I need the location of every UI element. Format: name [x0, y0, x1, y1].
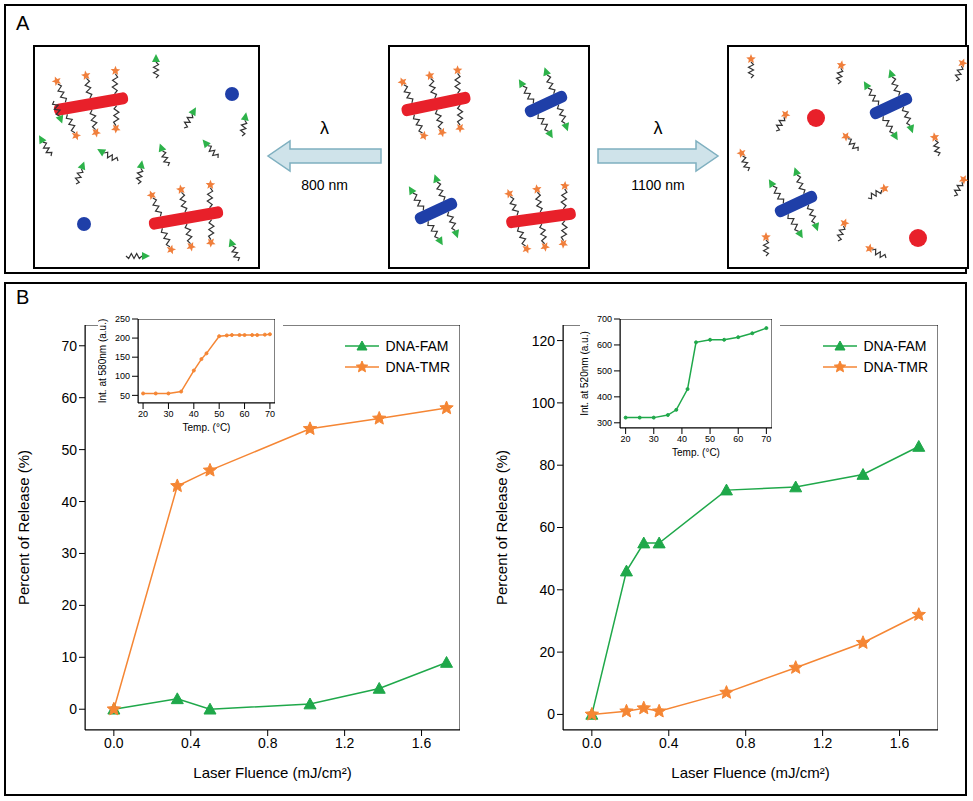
svg-text:0.4: 0.4 — [659, 735, 679, 751]
svg-text:1.6: 1.6 — [412, 735, 432, 751]
svg-text:Int. at 580nm (a.u.): Int. at 580nm (a.u.) — [98, 319, 108, 404]
svg-text:1100 nm: 1100 nm — [631, 177, 684, 193]
svg-text:20: 20 — [138, 409, 148, 419]
svg-text:60: 60 — [61, 390, 77, 406]
svg-text:50: 50 — [214, 409, 224, 419]
svg-text:700: 700 — [597, 314, 612, 324]
svg-text:Percent of Release (%): Percent of Release (%) — [493, 450, 510, 605]
svg-text:0.8: 0.8 — [736, 735, 756, 751]
svg-text:30: 30 — [61, 545, 77, 561]
svg-text:40: 40 — [539, 582, 555, 598]
svg-text:100: 100 — [115, 371, 130, 381]
svg-text:λ: λ — [654, 118, 663, 138]
svg-text:200: 200 — [115, 333, 130, 343]
svg-text:400: 400 — [597, 392, 612, 402]
svg-text:10: 10 — [61, 649, 77, 665]
svg-text:50: 50 — [705, 434, 715, 444]
svg-text:250: 250 — [115, 314, 130, 324]
svg-text:1.2: 1.2 — [813, 735, 833, 751]
svg-text:0.0: 0.0 — [104, 735, 124, 751]
svg-text:50: 50 — [61, 442, 77, 458]
svg-text:Int. at 520nm (a.u.): Int. at 520nm (a.u.) — [580, 331, 590, 416]
svg-text:Percent of Release (%): Percent of Release (%) — [15, 450, 32, 605]
html-text:DNA-FAM: DNA-FAM — [863, 337, 927, 354]
svg-text:800 nm: 800 nm — [301, 177, 348, 193]
html-text:DNA-TMR: DNA-TMR — [863, 358, 928, 375]
svg-text:30: 30 — [163, 409, 173, 419]
svg-text:1.2: 1.2 — [335, 735, 355, 751]
svg-text:0.0: 0.0 — [582, 735, 602, 751]
svg-text:20: 20 — [621, 434, 631, 444]
svg-text:20: 20 — [539, 644, 555, 660]
svg-text:70: 70 — [265, 409, 275, 419]
svg-text:60: 60 — [240, 409, 250, 419]
svg-text:70: 70 — [61, 338, 77, 354]
svg-text:80: 80 — [539, 457, 555, 473]
svg-text:A: A — [16, 12, 30, 34]
svg-text:50: 50 — [120, 391, 130, 401]
svg-text:40: 40 — [677, 434, 687, 444]
svg-text:60: 60 — [733, 434, 743, 444]
svg-text:Temp. (°C): Temp. (°C) — [672, 447, 720, 458]
html-text:DNA-FAM: DNA-FAM — [385, 337, 449, 354]
svg-text:70: 70 — [761, 434, 771, 444]
svg-text:Temp. (°C): Temp. (°C) — [183, 422, 231, 433]
svg-text:40: 40 — [61, 494, 77, 510]
svg-text:0: 0 — [69, 701, 77, 717]
svg-text:0: 0 — [547, 706, 555, 722]
svg-text:0.4: 0.4 — [181, 735, 201, 751]
html-text:DNA-TMR: DNA-TMR — [385, 358, 450, 375]
svg-text:120: 120 — [532, 333, 556, 349]
svg-text:40: 40 — [189, 409, 199, 419]
svg-text:500: 500 — [597, 366, 612, 376]
svg-text:60: 60 — [539, 519, 555, 535]
svg-text:300: 300 — [597, 418, 612, 428]
svg-text:600: 600 — [597, 340, 612, 350]
html-text:B: B — [16, 286, 30, 308]
svg-text:30: 30 — [649, 434, 659, 444]
svg-text:150: 150 — [115, 352, 130, 362]
svg-text:Laser Fluence (mJ/cm²): Laser Fluence (mJ/cm²) — [193, 764, 351, 781]
svg-text:λ: λ — [320, 118, 329, 138]
svg-text:0.8: 0.8 — [258, 735, 278, 751]
svg-text:1.6: 1.6 — [890, 735, 910, 751]
svg-text:100: 100 — [532, 395, 556, 411]
svg-text:20: 20 — [61, 597, 77, 613]
svg-text:Laser Fluence (mJ/cm²): Laser Fluence (mJ/cm²) — [671, 764, 829, 781]
